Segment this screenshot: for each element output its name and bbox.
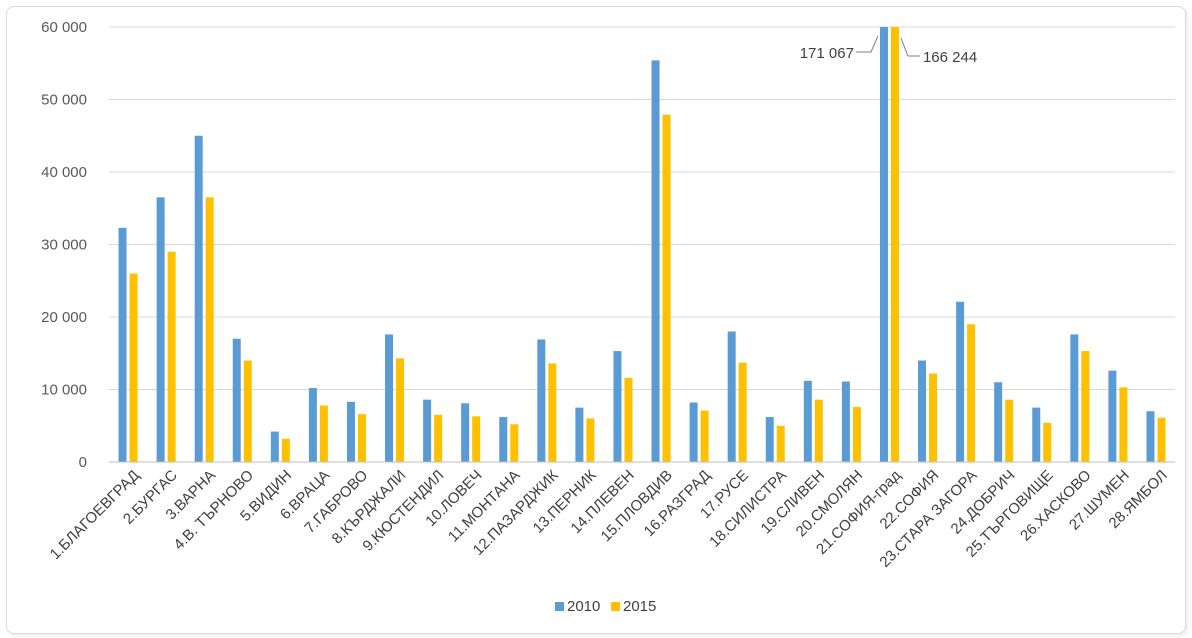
annotation-leader <box>855 35 879 53</box>
bar-2015-12 <box>548 363 557 462</box>
y-axis-ticks: 0 10 000 20 000 30 000 40 000 50 000 60 000 <box>41 19 87 471</box>
bar-2015-11 <box>510 424 519 462</box>
bar-2010-4 <box>232 338 241 462</box>
bar-2015-21 <box>890 27 899 462</box>
bar-2010-27 <box>1108 370 1117 462</box>
bar-2015-16 <box>700 410 709 462</box>
bar-2015-24 <box>1005 399 1014 462</box>
bar-2010-25 <box>1032 407 1041 462</box>
y-tick-label: 0 <box>79 454 87 471</box>
bar-2015-19 <box>814 399 823 462</box>
bar-2015-9 <box>434 414 443 462</box>
legend: 2010 2015 <box>555 598 656 615</box>
bar-2015-8 <box>396 358 405 462</box>
bar-2010-5 <box>270 431 279 462</box>
bar-2015-4 <box>243 360 252 462</box>
annotation-label: 166 244 <box>923 49 977 66</box>
bar-2010-12 <box>537 339 546 462</box>
bar-2010-11 <box>499 417 508 462</box>
bar-2015-13 <box>586 418 595 462</box>
bar-2010-10 <box>461 403 470 462</box>
bar-2015-28 <box>1157 417 1166 462</box>
bar-2010-9 <box>423 399 432 462</box>
bar-2010-22 <box>918 360 927 462</box>
bar-2015-27 <box>1119 387 1128 462</box>
bar-2015-5 <box>281 438 290 462</box>
bar-2010-3 <box>194 135 203 462</box>
annotation-leader <box>900 37 920 57</box>
bar-2010-20 <box>841 381 850 462</box>
bar-2015-25 <box>1043 422 1052 462</box>
bar-2010-19 <box>803 380 812 462</box>
bar-2015-26 <box>1081 351 1090 462</box>
bar-2015-20 <box>852 406 861 462</box>
legend-label-2010: 2010 <box>567 598 600 615</box>
bar-2015-18 <box>776 425 785 462</box>
bar-2010-7 <box>346 401 355 462</box>
bar-2015-10 <box>472 416 481 462</box>
bar-2015-17 <box>738 362 747 462</box>
bar-2010-14 <box>613 351 622 462</box>
bar-2010-6 <box>308 388 317 462</box>
legend-label-2015: 2015 <box>623 598 656 615</box>
bar-2010-15 <box>651 60 660 462</box>
bar-2010-21 <box>879 27 888 462</box>
y-tick-label: 20 000 <box>41 309 87 326</box>
y-tick-label: 10 000 <box>41 382 87 399</box>
bar-2010-28 <box>1146 411 1155 462</box>
bar-2010-18 <box>765 417 774 462</box>
bar-2010-1 <box>118 227 127 462</box>
bar-2015-7 <box>357 414 366 462</box>
bar-2010-17 <box>727 331 736 462</box>
bar-2010-2 <box>156 197 165 462</box>
bar-2015-6 <box>319 405 328 462</box>
y-tick-label: 30 000 <box>41 237 87 254</box>
y-tick-label: 60 000 <box>41 19 87 36</box>
bar-2010-13 <box>575 407 584 462</box>
bar-2015-23 <box>967 324 976 462</box>
annotation-label: 171 067 <box>800 45 854 62</box>
bar-2010-23 <box>956 301 965 462</box>
bar-2015-15 <box>662 114 671 462</box>
gridlines <box>109 26 1175 390</box>
bar-2015-22 <box>929 373 938 462</box>
bar-2015-2 <box>167 251 176 462</box>
annotations: 171 067 166 244 <box>800 35 977 66</box>
legend-swatch-2010 <box>555 602 564 611</box>
legend-swatch-2015 <box>611 602 620 611</box>
bar-2010-26 <box>1070 334 1079 462</box>
bar-2015-1 <box>129 273 138 462</box>
bars <box>118 27 1166 462</box>
bar-2015-14 <box>624 377 633 462</box>
y-tick-label: 50 000 <box>41 92 87 109</box>
bar-2010-8 <box>385 334 394 462</box>
bar-2010-24 <box>994 382 1003 462</box>
y-tick-label: 40 000 <box>41 164 87 181</box>
bar-2015-3 <box>205 197 214 462</box>
bar-2010-16 <box>689 402 698 462</box>
